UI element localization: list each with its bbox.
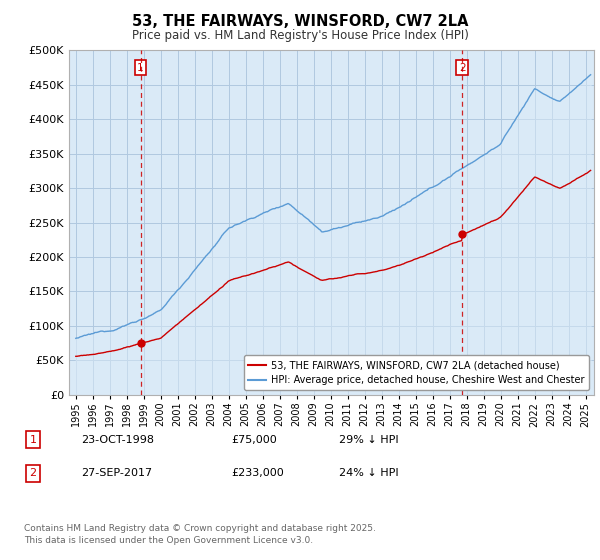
Text: 29% ↓ HPI: 29% ↓ HPI (339, 435, 398, 445)
Text: Contains HM Land Registry data © Crown copyright and database right 2025.
This d: Contains HM Land Registry data © Crown c… (24, 524, 376, 545)
Text: 2: 2 (29, 468, 37, 478)
Text: 2: 2 (459, 63, 466, 73)
Text: 53, THE FAIRWAYS, WINSFORD, CW7 2LA: 53, THE FAIRWAYS, WINSFORD, CW7 2LA (132, 14, 468, 29)
Text: £75,000: £75,000 (231, 435, 277, 445)
Text: 23-OCT-1998: 23-OCT-1998 (81, 435, 154, 445)
Text: 1: 1 (29, 435, 37, 445)
Text: 1: 1 (137, 63, 144, 73)
Text: 24% ↓ HPI: 24% ↓ HPI (339, 468, 398, 478)
Text: £233,000: £233,000 (231, 468, 284, 478)
Text: Price paid vs. HM Land Registry's House Price Index (HPI): Price paid vs. HM Land Registry's House … (131, 29, 469, 42)
Legend: 53, THE FAIRWAYS, WINSFORD, CW7 2LA (detached house), HPI: Average price, detach: 53, THE FAIRWAYS, WINSFORD, CW7 2LA (det… (244, 356, 589, 390)
Text: 27-SEP-2017: 27-SEP-2017 (81, 468, 152, 478)
